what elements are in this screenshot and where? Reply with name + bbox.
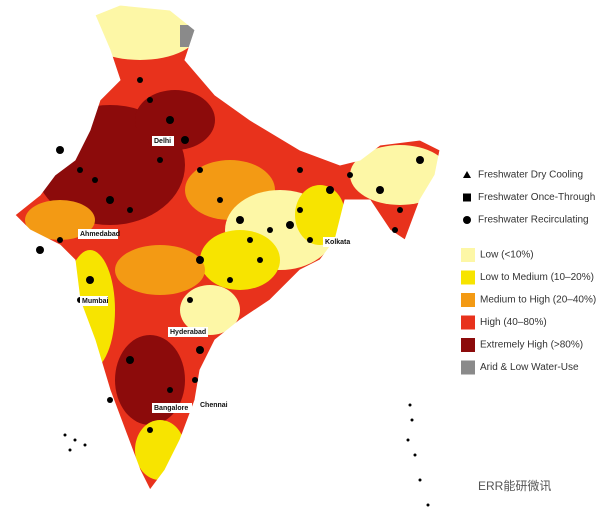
city-label-bg: [152, 136, 174, 146]
plant-marker: [56, 146, 64, 154]
plant-marker: [147, 97, 153, 103]
plant-marker: [157, 157, 163, 163]
india-risk-map: [15, 5, 440, 490]
island-marker: [426, 503, 430, 507]
legend-swatch: [461, 315, 475, 330]
plant-marker: [92, 177, 98, 183]
plant-marker: [326, 186, 334, 194]
watermark: ERR能研微讯: [478, 479, 551, 493]
plant-marker: [137, 77, 143, 83]
plant-marker: [196, 256, 204, 264]
legend-label: Extremely High (>80%): [480, 340, 583, 351]
plant-marker: [167, 387, 173, 393]
legend: Freshwater Dry Cooling Freshwater Once-Th…: [461, 170, 596, 375]
plant-marker: [307, 237, 313, 243]
plant-marker: [187, 297, 193, 303]
plant-marker: [257, 257, 263, 263]
plant-marker: [107, 397, 113, 403]
legend-label: Low to Medium (10–20%): [480, 272, 594, 283]
legend-swatch: [461, 338, 475, 352]
plant-marker: [192, 377, 198, 383]
legend-swatch: [461, 360, 475, 375]
legend-label: Medium to High (20–40%): [480, 295, 596, 306]
plant-marker: [267, 227, 273, 233]
city-label: Mumbai: [82, 298, 109, 305]
island-marker: [406, 438, 410, 442]
plant-marker: [181, 136, 189, 144]
legend-swatch: [461, 293, 475, 307]
plant-marker: [166, 116, 174, 124]
city-label-bg: [323, 237, 353, 247]
city-label: Bangalore: [154, 405, 188, 412]
island-marker: [83, 443, 87, 447]
plant-marker: [127, 207, 133, 213]
legend-swatch: [461, 248, 475, 262]
india-outline: [14, 4, 441, 491]
plant-marker: [147, 427, 153, 433]
plant-marker: [36, 246, 44, 254]
city-label: Delhi: [154, 138, 171, 145]
island-marker: [73, 438, 77, 442]
plant-marker: [86, 276, 94, 284]
plant-marker: [286, 221, 294, 229]
plant-marker: [247, 237, 253, 243]
legend-label: Freshwater Once-Through: [478, 192, 595, 203]
island-marker: [68, 448, 72, 452]
city-label: Hyderabad: [170, 329, 206, 336]
plant-marker: [77, 167, 83, 173]
legend-label: Freshwater Recirculating: [478, 215, 589, 226]
island-marker: [408, 403, 412, 407]
legend-symbol: [463, 216, 471, 224]
plant-marker: [392, 227, 398, 233]
legend-label: Arid & Low Water-Use: [480, 362, 579, 373]
plant-marker: [197, 167, 203, 173]
plant-marker: [236, 216, 244, 224]
plant-marker: [376, 186, 384, 194]
legend-symbol: [463, 171, 471, 178]
city-label-bg: [80, 296, 108, 306]
island-marker: [410, 418, 414, 422]
legend-swatch: [461, 270, 475, 285]
plant-marker: [196, 346, 204, 354]
city-label: Ahmedabad: [80, 231, 120, 238]
city-labels: Delhi Ahmedabad Kolkata Mumbai Hyderabad…: [78, 136, 353, 413]
city-label: Kolkata: [325, 239, 350, 246]
plant-marker: [217, 197, 223, 203]
island-marker: [418, 478, 422, 482]
city-label: Chennai: [200, 402, 228, 409]
plant-marker: [416, 156, 424, 164]
legend-symbol: [463, 193, 471, 202]
legend-label: Low (<10%): [480, 250, 534, 261]
city-label-bg: [168, 327, 208, 337]
plant-markers: [36, 77, 430, 507]
legend-label: Freshwater Dry Cooling: [478, 170, 583, 181]
plant-marker: [397, 207, 403, 213]
island-marker: [413, 453, 417, 457]
plant-marker: [347, 172, 353, 178]
legend-label: High (40–80%): [480, 317, 547, 328]
city-label-bg: [78, 229, 118, 239]
city-label-bg: [152, 403, 192, 413]
city-label-bg: [198, 400, 228, 410]
plant-marker: [297, 207, 303, 213]
island-marker: [63, 433, 67, 437]
plant-marker: [57, 237, 63, 243]
plant-marker: [297, 167, 303, 173]
plant-marker: [126, 356, 134, 364]
plant-marker: [227, 277, 233, 283]
plant-marker: [106, 196, 114, 204]
